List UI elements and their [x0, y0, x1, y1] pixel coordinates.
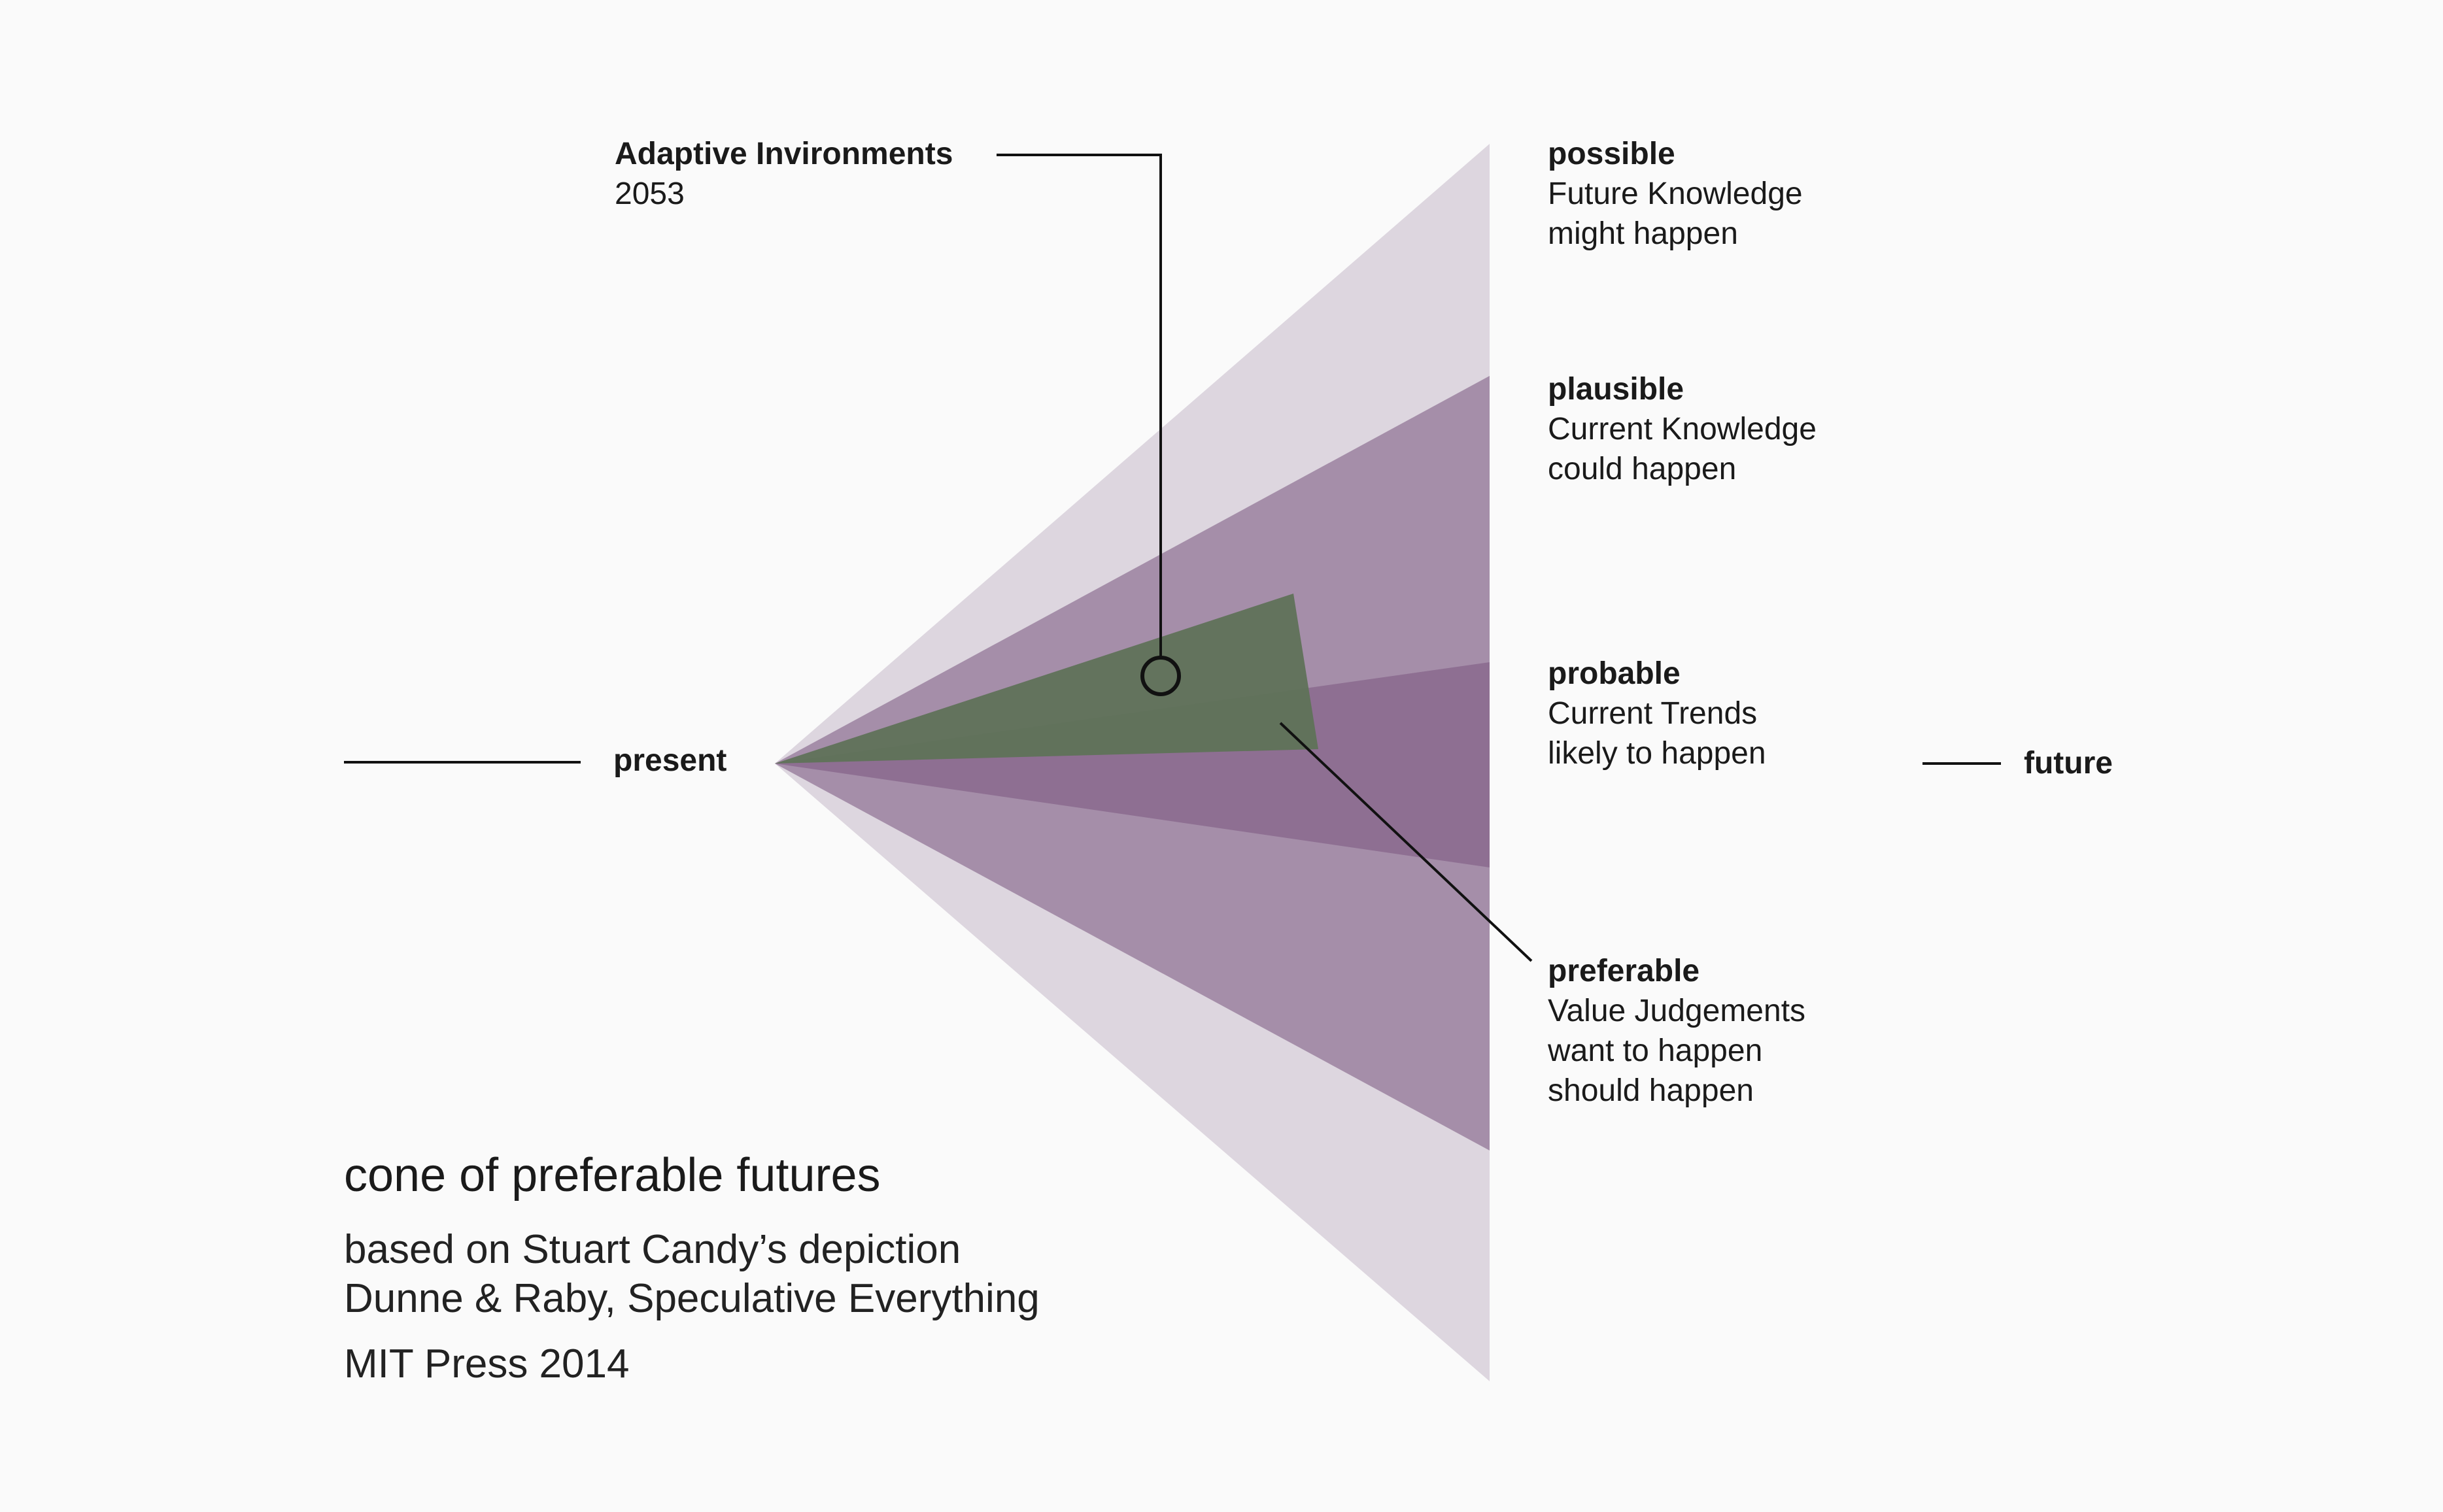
plausible-title: plausible: [1548, 372, 1684, 407]
plausible-line-2: could happen: [1548, 452, 1737, 486]
callout-year: 2053: [615, 176, 685, 211]
preferable-title: preferable: [1548, 954, 1700, 988]
preferable-label: preferable Value Judgements want to happ…: [1548, 951, 1805, 1111]
future-label: future: [2024, 743, 2113, 783]
preferable-line-1: Value Judgements: [1548, 994, 1806, 1028]
possible-label: possible Future Knowledge might happen: [1548, 134, 1803, 254]
probable-title: probable: [1548, 656, 1681, 691]
present-label: present: [613, 741, 726, 781]
source-line-1: based on Stuart Candy’s depiction: [344, 1227, 961, 1272]
probable-line-2: likely to happen: [1548, 736, 1766, 771]
plausible-line-1: Current Knowledge: [1548, 412, 1817, 446]
probable-label: probable Current Trends likely to happen: [1548, 654, 1766, 773]
source-line-3: MIT Press 2014: [344, 1341, 630, 1386]
callout-title: Adaptive Invironments: [615, 137, 953, 171]
callout-label: Adaptive Invironments 2053: [615, 134, 953, 214]
preferable-line-3: should happen: [1548, 1073, 1754, 1108]
plausible-label: plausible Current Knowledge could happen: [1548, 369, 1817, 489]
preferable-line-2: want to happen: [1548, 1033, 1763, 1068]
callout-leader-line: [997, 154, 1162, 659]
present-text: present: [613, 743, 727, 778]
probable-line-1: Current Trends: [1548, 696, 1758, 731]
possible-line-1: Future Knowledge: [1548, 176, 1803, 211]
future-text: future: [2024, 746, 2113, 781]
possible-line-2: might happen: [1548, 216, 1738, 251]
source-line-2: Dunne & Raby, Speculative Everything: [344, 1276, 1040, 1321]
preferable-cone: [775, 594, 1318, 764]
diagram-title: cone of preferable futures: [344, 1149, 881, 1201]
possible-title: possible: [1548, 137, 1675, 171]
preferable-leader-line: [1279, 722, 1533, 962]
callout-marker: [1140, 656, 1181, 696]
